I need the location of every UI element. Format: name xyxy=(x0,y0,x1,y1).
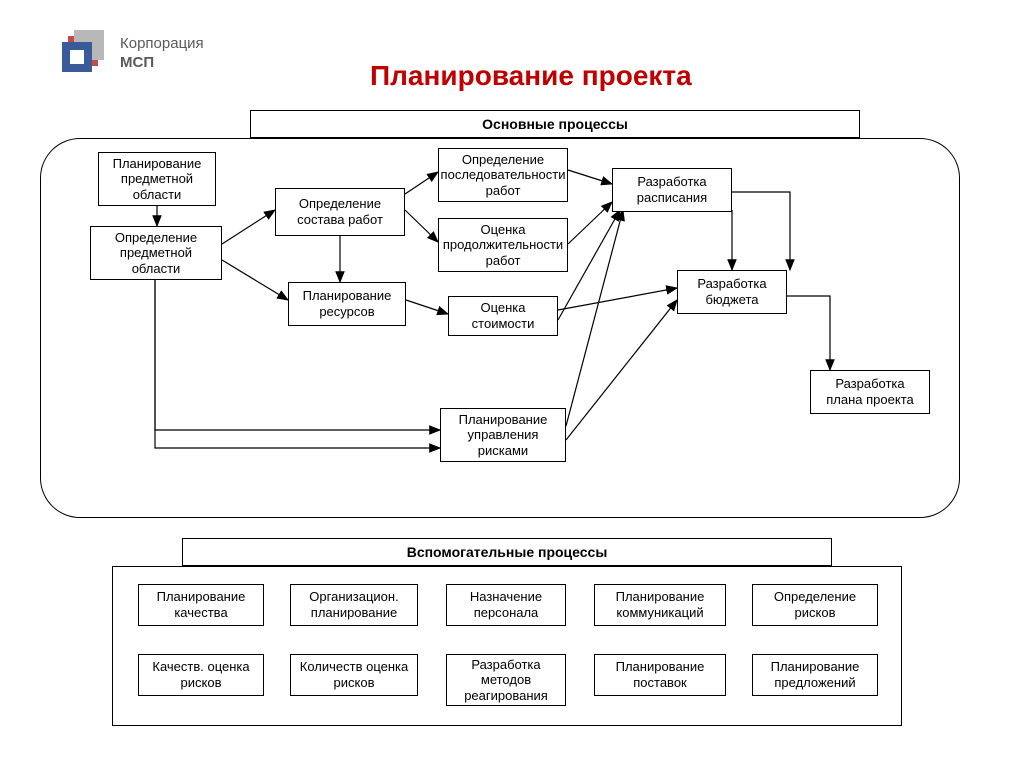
flowchart-node: Определение рисков xyxy=(752,584,878,626)
flowchart-node: Определение состава работ xyxy=(275,188,405,236)
flowchart-node: Разработка расписания xyxy=(612,168,732,212)
flowchart-node: Определение последовательности работ xyxy=(438,148,568,202)
logo-text: Корпорация МСП xyxy=(120,34,204,73)
flowchart-node: Качеств. оценка рисков xyxy=(138,654,264,696)
flowchart-node: Назначение персонала xyxy=(446,584,566,626)
diagram: Основные процессы Вспомогательные процес… xyxy=(40,110,980,740)
flowchart-node: Определение предметной области xyxy=(90,226,222,280)
main-section-header: Основные процессы xyxy=(250,110,860,138)
flowchart-node: Планирование управления рисками xyxy=(440,408,566,462)
flowchart-node: Планирование качества xyxy=(138,584,264,626)
aux-section-header: Вспомогательные процессы xyxy=(182,538,832,566)
flowchart-node: Планирование предметной области xyxy=(98,152,216,206)
logo: Корпорация МСП xyxy=(60,28,204,78)
page-title: Планирование проекта xyxy=(370,60,692,92)
flowchart-node: Разработка плана проекта xyxy=(810,370,930,414)
flowchart-node: Планирование коммуникаций xyxy=(594,584,726,626)
flowchart-node: Оценка стоимости xyxy=(448,296,558,336)
flowchart-node: Планирование ресурсов xyxy=(288,282,406,326)
logo-line2: МСП xyxy=(120,53,204,73)
logo-icon xyxy=(60,28,110,78)
flowchart-node: Оценка продолжительности работ xyxy=(438,218,568,272)
flowchart-node: Организацион. планирование xyxy=(290,584,418,626)
flowchart-node: Разработка бюджета xyxy=(677,270,787,314)
flowchart-node: Количеств оценка рисков xyxy=(290,654,418,696)
flowchart-node: Планирование предложений xyxy=(752,654,878,696)
logo-line1: Корпорация xyxy=(120,34,204,54)
flowchart-node: Разработка методов реагирования xyxy=(446,654,566,706)
flowchart-node: Планирование поставок xyxy=(594,654,726,696)
